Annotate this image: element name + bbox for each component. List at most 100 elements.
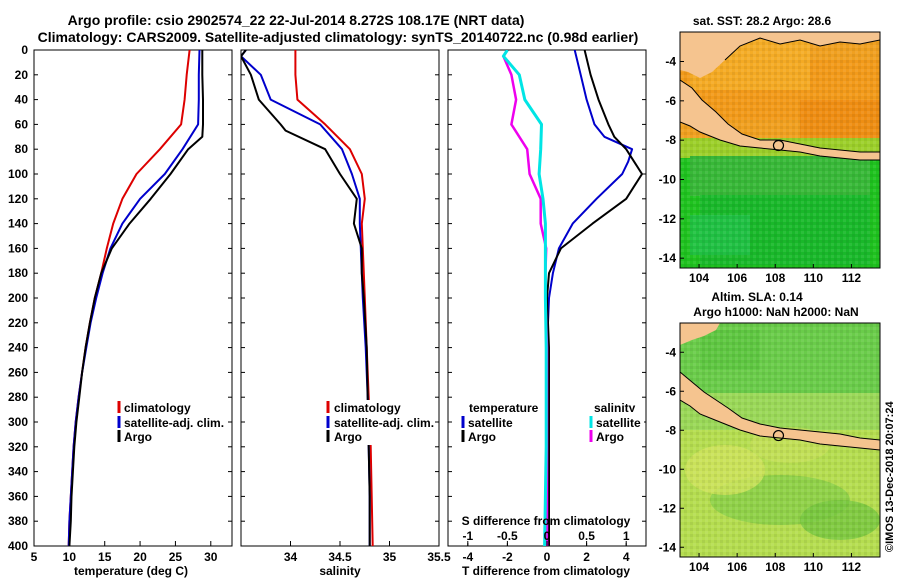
depth-tick-label: 220 <box>8 316 28 330</box>
series-line-climatology <box>294 50 374 546</box>
depth-tick-label: 200 <box>8 291 28 305</box>
depth-tick-label: 80 <box>15 142 29 156</box>
argo-position-marker <box>772 139 785 152</box>
depth-tick-label: 380 <box>8 514 28 528</box>
legend-salinity-title: salinity <box>594 401 636 415</box>
legend-s-satellite: satellite <box>596 416 641 430</box>
legend-argo: Argo <box>334 430 362 444</box>
sst-map-title: sat. SST: 28.2 Argo: 28.6 <box>693 14 832 28</box>
s-difference-xlabel: S difference from climatology <box>462 514 631 528</box>
salinity-lines <box>241 50 374 546</box>
series-line-s-satellite <box>501 50 548 546</box>
series-line-argo <box>241 50 371 546</box>
x-tick-label: 34.5 <box>328 550 352 564</box>
sst-map <box>680 32 880 268</box>
depth-tick-label: 0 <box>21 43 28 57</box>
map-y-tick-label: -14 <box>659 540 677 554</box>
map-y-tick-label: -4 <box>665 345 676 359</box>
depth-tick-label: 40 <box>15 93 29 107</box>
footer-timestamp: ©IMOS 13-Dec-2018 20:07:24 <box>884 401 896 552</box>
map-y-tick-label: -12 <box>659 212 677 226</box>
x-tick-label: 34 <box>284 550 298 564</box>
map-x-tick-label: 106 <box>727 271 747 285</box>
series-line-argo <box>68 50 204 546</box>
map-x-tick-label: 110 <box>804 560 824 574</box>
x-tick-label: 25 <box>169 550 183 564</box>
depth-tick-label: 120 <box>8 192 28 206</box>
legend-t-satellite: satellite <box>468 416 513 430</box>
difference-lines <box>501 50 643 546</box>
map-x-tick-label: 104 <box>689 560 709 574</box>
difference-legend: temperature satellite Argo salinity sate… <box>461 401 644 444</box>
s-diff-tick-label: 1 <box>623 529 630 543</box>
map-y-tick-label: -4 <box>665 55 676 69</box>
map-x-tick-label: 104 <box>689 271 709 285</box>
sst-map-frame <box>679 31 881 269</box>
x-tick-label: 35 <box>383 550 397 564</box>
legend-argo: Argo <box>124 430 152 444</box>
title-line2: Climatology: CARS2009. Satellite-adjuste… <box>38 29 639 45</box>
argo-position-marker <box>772 429 785 442</box>
map-y-tick-label: -8 <box>665 423 676 437</box>
x-tick-label: 20 <box>133 550 147 564</box>
series-line-satellite-adj-clim- <box>241 50 371 546</box>
map-x-tick-label: 108 <box>765 271 785 285</box>
s-diff-tick-label: -1 <box>462 529 473 543</box>
map-y-tick-label: -12 <box>659 501 677 515</box>
temperature-xlabel: temperature (deg C) <box>74 564 188 578</box>
salinity-legend: climatology satellite-adj. clim. Argo <box>324 400 434 445</box>
depth-tick-label: 280 <box>8 390 28 404</box>
depth-tick-label: 60 <box>15 117 29 131</box>
depth-tick-label: 320 <box>8 440 28 454</box>
x-tick-label: 4 <box>623 550 630 564</box>
depth-tick-label: 340 <box>8 465 28 479</box>
map-y-tick-label: -6 <box>665 94 676 108</box>
salinity-panel <box>240 49 440 547</box>
salinity-xlabel: salinity <box>319 564 361 578</box>
s-diff-tick-label: 0 <box>544 529 551 543</box>
title-line1: Argo profile: csio 2902574_22 22-Jul-201… <box>68 12 525 28</box>
legend-temperature-title: temperature <box>469 401 539 415</box>
legend-t-argo: Argo <box>468 430 496 444</box>
sla-map <box>680 323 880 557</box>
temperature-lines <box>67 50 204 546</box>
map-y-tick-label: -8 <box>665 133 676 147</box>
depth-tick-label: 20 <box>15 68 29 82</box>
s-diff-tick-label: -0.5 <box>497 529 518 543</box>
map-x-tick-label: 106 <box>727 560 747 574</box>
sst-map-axes: 104 106 108 110 112 -4 -6 -8 -10 -12 -14 <box>659 55 862 286</box>
depth-tick-label: 180 <box>8 266 28 280</box>
x-tick-label: -4 <box>462 550 473 564</box>
map-x-tick-label: 110 <box>804 271 824 285</box>
map-y-tick-label: -14 <box>659 251 677 265</box>
depth-tick-label: 360 <box>8 489 28 503</box>
map-y-tick-label: -10 <box>659 462 677 476</box>
x-tick-label: 5 <box>31 550 38 564</box>
map-x-tick-label: 112 <box>842 271 862 285</box>
depth-tick-label: 100 <box>8 167 28 181</box>
legend-satellite-adj: satellite-adj. clim. <box>124 416 224 430</box>
legend-satellite-adj: satellite-adj. clim. <box>334 416 434 430</box>
x-tick-label: 15 <box>98 550 112 564</box>
x-tick-label: 30 <box>204 550 218 564</box>
x-tick-label: 2 <box>583 550 590 564</box>
sla-map-title: Altim. SLA: 0.14 <box>711 290 803 304</box>
sla-map-axes: 104 106 108 110 112 -4 -6 -8 -10 -12 -14 <box>659 345 862 574</box>
depth-tick-label: 400 <box>8 539 28 553</box>
depth-tick-label: 300 <box>8 415 28 429</box>
x-tick-label: 0 <box>544 550 551 564</box>
legend-climatology: climatology <box>334 401 401 415</box>
legend-climatology: climatology <box>124 401 191 415</box>
depth-tick-label: 260 <box>8 365 28 379</box>
difference-xlabel: T difference from climatology <box>462 564 630 578</box>
s-diff-tick-label: 0.5 <box>578 529 595 543</box>
x-tick-label: 10 <box>63 550 77 564</box>
x-tick-label: -2 <box>502 550 513 564</box>
temperature-legend: climatology satellite-adj. clim. Argo <box>117 401 224 444</box>
map-y-tick-label: -6 <box>665 384 676 398</box>
map-x-tick-label: 112 <box>842 560 862 574</box>
series-line-t-satellite <box>546 50 634 546</box>
depth-tick-label: 240 <box>8 341 28 355</box>
series-line-t-argo <box>546 50 643 546</box>
